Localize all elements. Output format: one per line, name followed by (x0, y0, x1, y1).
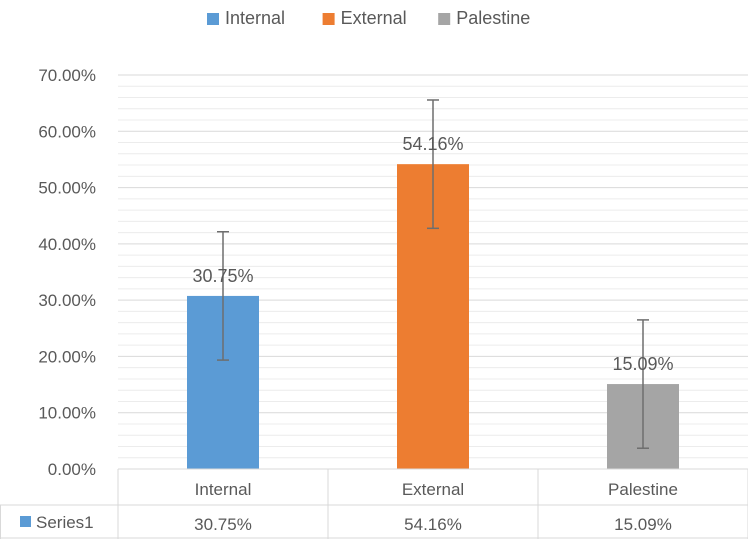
legend-swatch (207, 13, 219, 25)
error-bar-external (427, 99, 439, 230)
series-key-swatch (20, 516, 31, 527)
series-name: Series1 (36, 513, 94, 532)
legend-label: Internal (225, 8, 285, 28)
data-label: 15.09% (612, 354, 673, 374)
x-category-label: External (402, 480, 464, 499)
x-category-label: Palestine (608, 480, 678, 499)
legend: Internal External Palestine (207, 8, 530, 28)
y-tick-label: 60.00% (38, 122, 96, 141)
table-value: 30.75% (194, 515, 252, 534)
y-tick-label: 20.00% (38, 347, 96, 366)
error-bar-internal (217, 231, 229, 361)
y-tick-label: 30.00% (38, 291, 96, 310)
legend-swatch (438, 13, 451, 25)
data-label: 30.75% (192, 266, 253, 286)
y-axis-tick-labels: 0.00% 10.00% 20.00% 30.00% 40.00% 50.00% 60.00… (38, 66, 96, 479)
y-tick-label: 50.00% (38, 179, 96, 198)
table-value: 54.16% (404, 515, 462, 534)
y-tick-label: 0.00% (48, 460, 96, 479)
x-category-label: Internal (195, 480, 252, 499)
y-tick-label: 70.00% (38, 66, 96, 85)
data-table: Internal External Palestine Series1 30.75% 54… (0, 468, 748, 539)
data-label: 54.16% (402, 134, 463, 154)
error-bar-palestine (637, 319, 649, 449)
error-bars (217, 99, 649, 449)
legend-label: Palestine (456, 8, 530, 28)
data-labels: 30.75% 54.16% 15.09% (192, 134, 673, 374)
table-value: 15.09% (614, 515, 672, 534)
y-tick-label: 40.00% (38, 235, 96, 254)
legend-label: External (341, 8, 407, 28)
y-tick-label: 10.00% (38, 404, 96, 423)
legend-swatch (322, 13, 335, 25)
